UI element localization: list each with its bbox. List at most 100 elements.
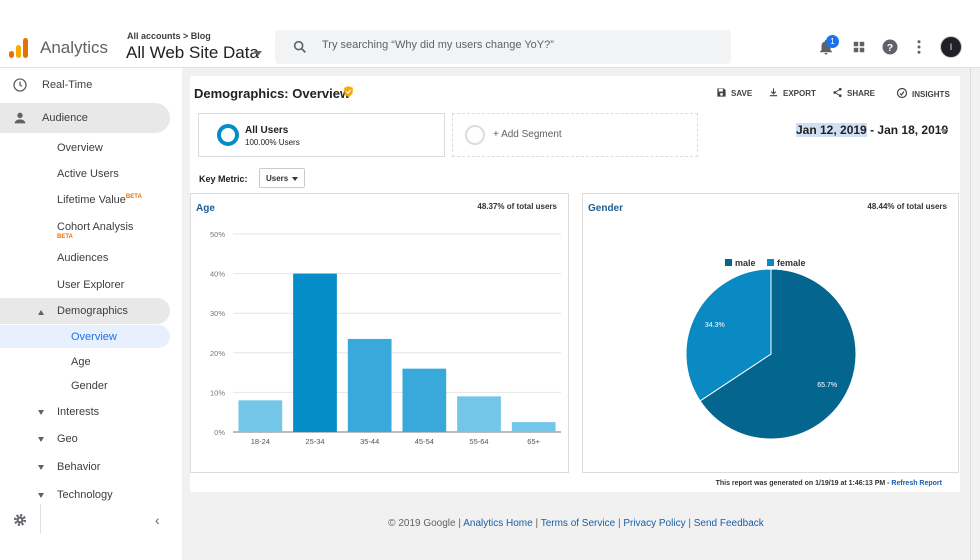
sidebar-item-label: Lifetime Value [57,194,126,206]
sidebar-item-realtime[interactable]: Real-Time [0,71,170,99]
sidebar-item-technology[interactable]: Technology [0,481,170,509]
sidebar-item-label: Demographics [57,305,128,317]
export-icon [769,88,778,97]
sidebar-item-user-explorer[interactable]: User Explorer [0,271,170,299]
verified-shield-icon [344,86,353,97]
age-chart-title: Age [196,203,215,214]
expand-triangle-icon [38,465,44,470]
scrollbar[interactable] [970,68,980,560]
y-tick-label: 30% [210,309,225,318]
x-tick-label: 65+ [527,437,540,446]
save-icon [717,88,726,97]
share-button[interactable]: SHARE [832,87,875,98]
sidebar-item-cohort-analysis[interactable]: Cohort Analysis BETA [0,214,170,246]
page-title: Demographics: Overview [194,86,351,101]
x-tick-label: 55-64 [469,437,488,446]
report-area: Demographics: Overview SAVE EXPORT SHARE… [182,68,970,560]
bar-55-64 [457,396,501,432]
empty-segment-ring-icon [465,125,485,145]
sidebar-item-label: Technology [57,489,113,501]
sidebar: Real-Time Audience Overview Active Users… [0,68,182,560]
sidebar-item-label: Overview [57,142,103,154]
export-label: EXPORT [783,89,816,98]
sidebar-item-interests[interactable]: Interests [0,398,170,426]
collapse-triangle-icon [38,310,44,315]
expand-triangle-icon [38,410,44,415]
insights-label: INSIGHTS [912,90,950,99]
sidebar-item-label: Overview [71,331,117,343]
bar-45-54 [402,368,447,432]
report-panel: Demographics: Overview SAVE EXPORT SHARE… [190,76,960,492]
sidebar-item-label: Cohort Analysis [57,221,134,233]
refresh-report-link[interactable]: Refresh Report [891,480,942,487]
gender-chart-title: Gender [588,203,624,214]
key-metric-select[interactable]: Users [259,168,305,188]
top-strip [0,0,980,26]
date-range-picker[interactable]: Jan 12, 2019 - Jan 18, 2019 [796,123,948,137]
date-end: - Jan 18, 2019 [866,123,949,137]
insights-button[interactable]: INSIGHTS [896,87,950,99]
add-segment-button[interactable]: + Add Segment [452,113,698,157]
sidebar-item-lifetime-value[interactable]: Lifetime ValueBETA [0,186,170,214]
sidebar-item-label: Geo [57,433,78,445]
app-header: Analytics All accounts > Blog All Web Si… [0,26,980,68]
y-tick-label: 10% [210,388,225,397]
expand-triangle-icon [38,437,44,442]
sidebar-item-demographics[interactable]: Demographics [0,298,170,324]
account-breadcrumb[interactable]: All accounts > Blog [127,31,211,41]
sidebar-item-audiences[interactable]: Audiences [0,244,170,272]
avatar[interactable]: l [940,36,962,58]
insights-icon [896,87,908,99]
gender-card: Gender 48.44% of total users male female 6… [582,193,959,473]
sidebar-item-label: Age [71,356,91,368]
segment-all-users[interactable]: All Users 100.00% Users [198,113,445,157]
more-vert-icon[interactable] [910,38,928,56]
help-icon[interactable]: ? [881,38,899,56]
feedback-link[interactable]: Send Feedback [693,518,764,529]
gender-chart-subtitle: 48.44% of total users [867,202,947,211]
share-icon [833,87,842,98]
gear-icon[interactable] [12,512,28,528]
y-tick-label: 40% [210,270,225,279]
sidebar-item-label: Gender [71,380,108,392]
sidebar-item-behavior[interactable]: Behavior [0,453,170,481]
view-selector[interactable]: All Web Site Data [126,43,259,62]
footnote-text: This report was generated on 1/19/19 at … [715,480,892,487]
chevron-down-icon[interactable] [254,51,262,56]
search-bar[interactable] [275,30,731,64]
sidebar-item-age[interactable]: Age [0,350,170,374]
sidebar-item-demographics-overview[interactable]: Overview [0,325,170,348]
sidebar-item-overview[interactable]: Overview [0,134,170,162]
apps-grid-icon[interactable] [850,38,868,56]
svg-text:?: ? [887,42,893,54]
export-button[interactable]: EXPORT [768,87,816,98]
legend-swatch-male [725,259,732,266]
pie-value-label: 65.7% [817,382,837,389]
age-card: Age 48.37% of total users 0% 10% 20% 30% 40%… [190,193,569,473]
key-metric-label: Key Metric: [199,174,248,184]
collapse-sidebar-icon[interactable]: ‹ [155,512,160,528]
sidebar-item-geo[interactable]: Geo [0,425,170,453]
notification-badge[interactable]: 1 [826,35,839,48]
key-metric-value: Users [266,174,289,183]
search-input[interactable] [322,39,702,51]
brand-name[interactable]: Analytics [40,38,109,57]
analytics-logo-icon[interactable] [9,38,29,58]
search-icon[interactable] [292,39,308,55]
sidebar-item-audience[interactable]: Audience [0,103,170,133]
sidebar-item-label: Real-Time [42,79,93,91]
divider [40,504,41,534]
sidebar-item-label: Audiences [57,252,109,264]
segment-name: All Users [245,125,289,136]
sidebar-item-gender[interactable]: Gender [0,374,170,398]
privacy-link[interactable]: Privacy Policy [623,518,686,529]
sidebar-item-active-users[interactable]: Active Users [0,160,170,188]
terms-link[interactable]: Terms of Service [540,518,616,529]
y-tick-label: 50% [210,230,225,239]
share-label: SHARE [847,89,876,98]
save-button[interactable]: SAVE [716,87,752,98]
analytics-home-link[interactable]: Analytics Home [463,518,533,529]
y-tick-label: 0% [214,428,225,437]
chevron-down-icon[interactable] [940,129,948,134]
add-segment-label: + Add Segment [493,129,562,140]
